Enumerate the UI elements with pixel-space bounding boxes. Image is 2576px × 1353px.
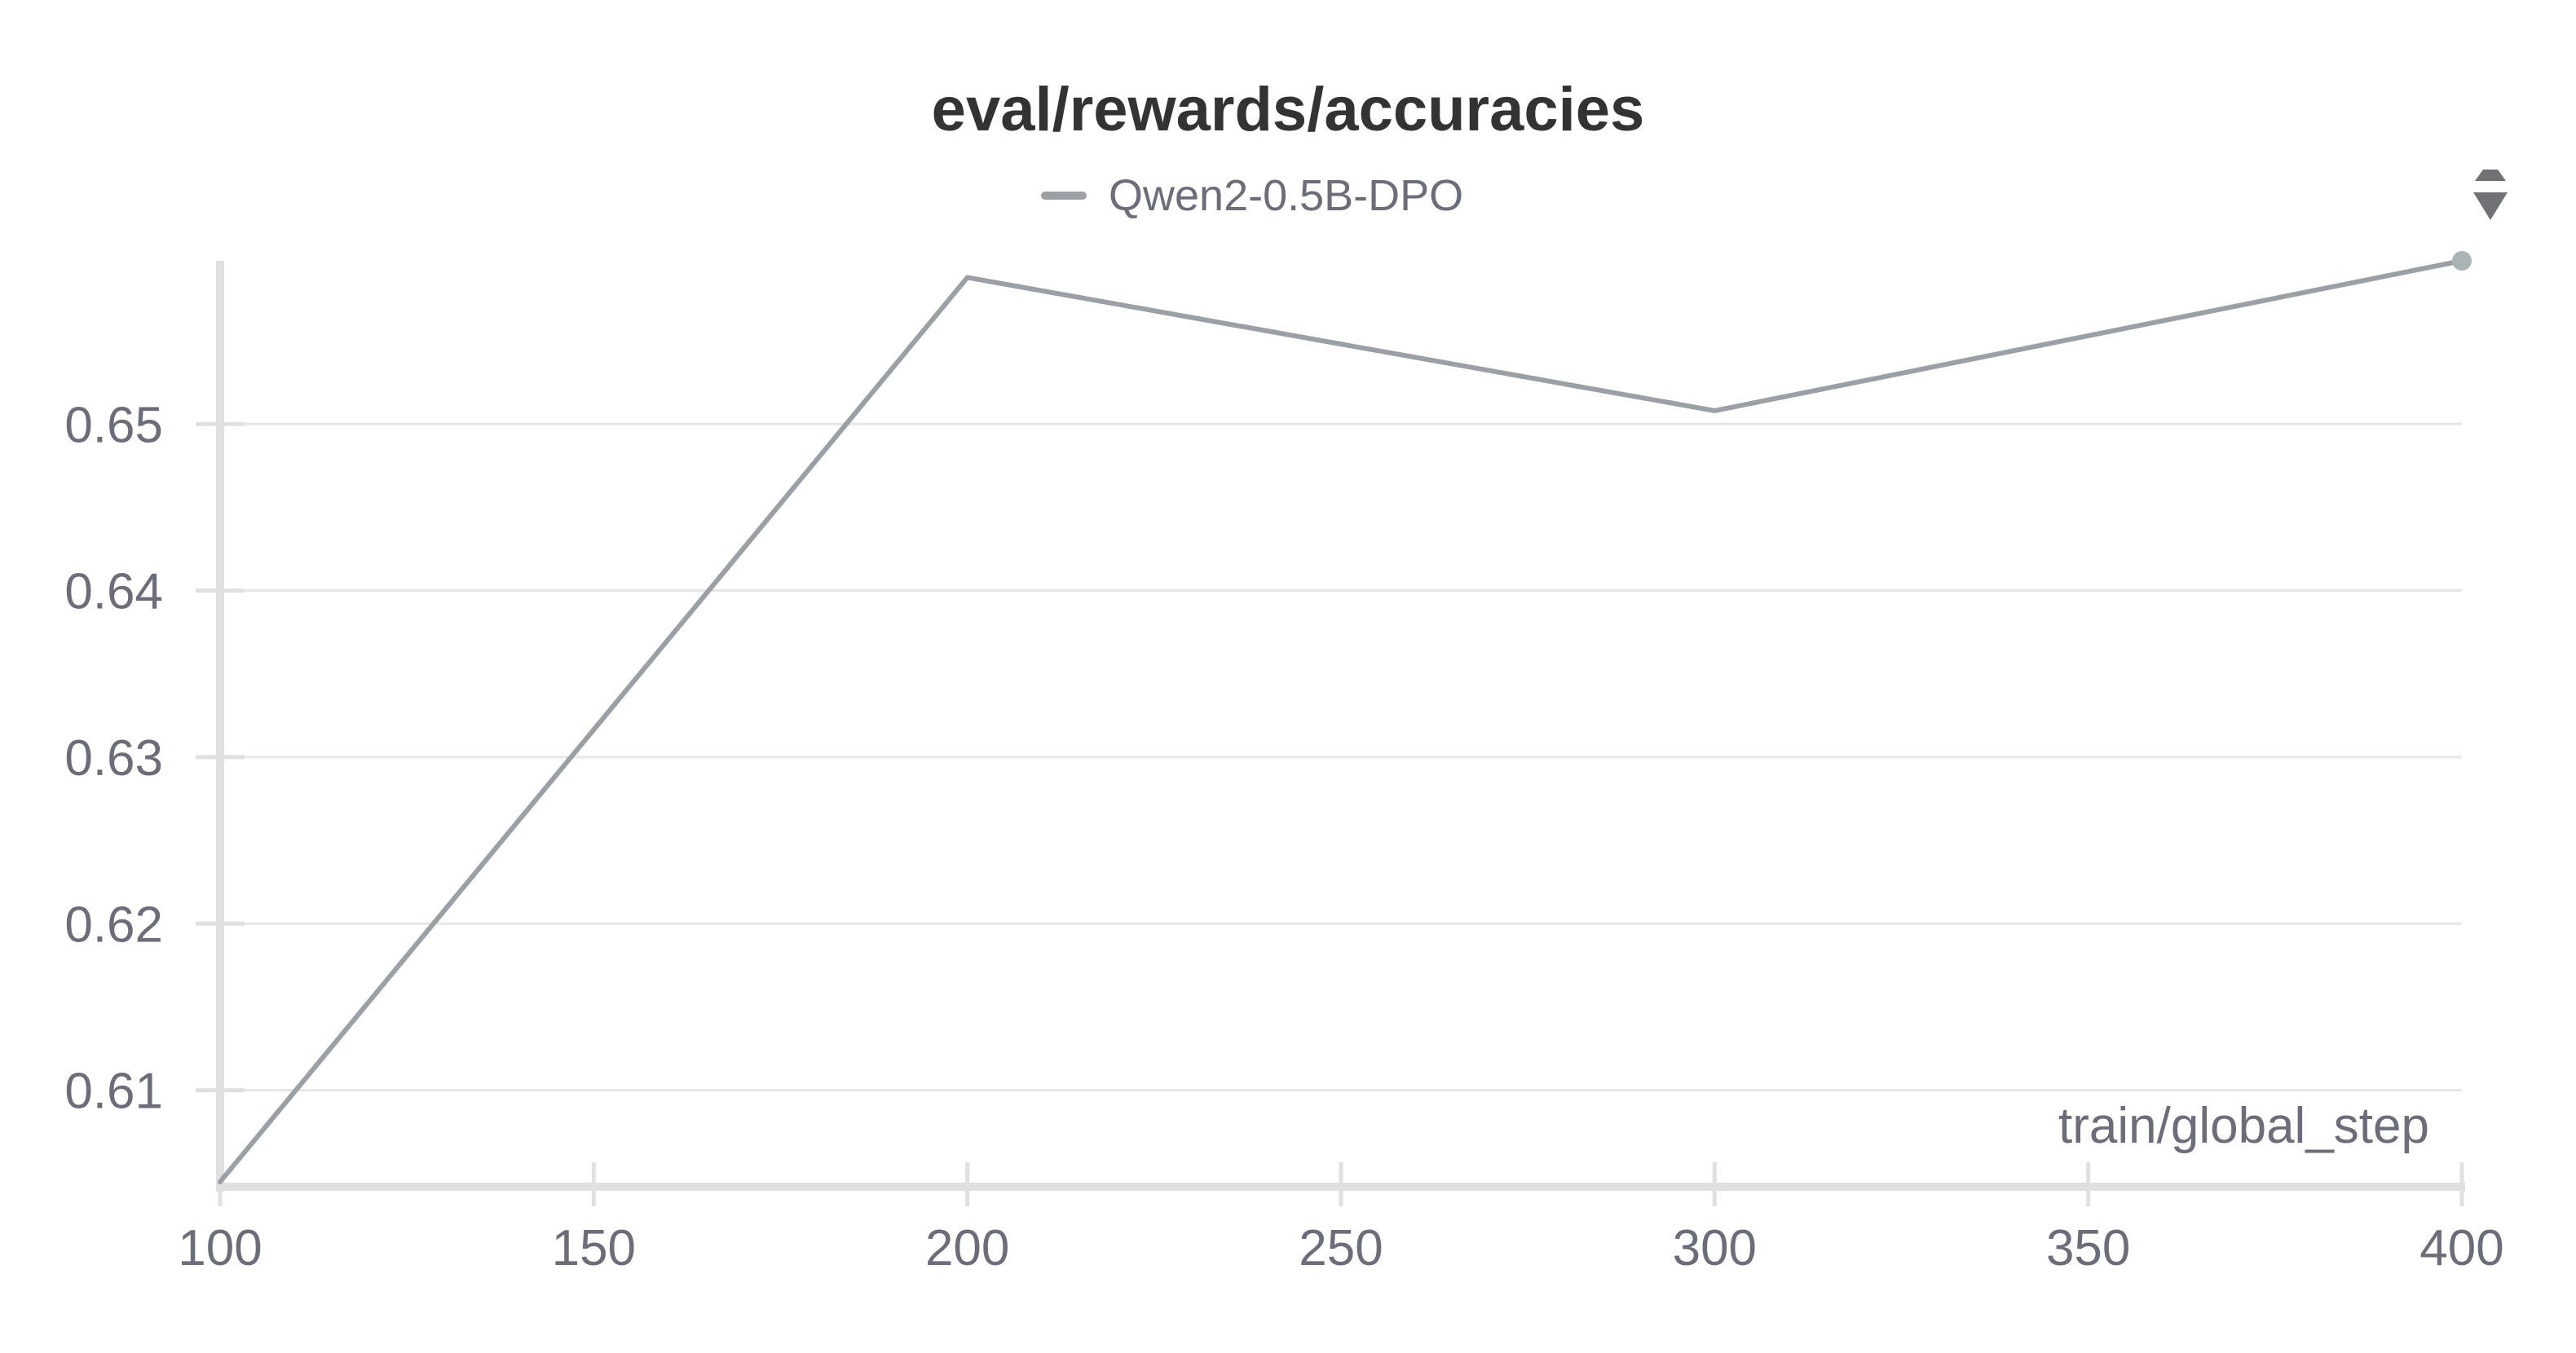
x-axis-title: train/global_step xyxy=(2058,1098,2429,1154)
x-tick-label: 300 xyxy=(1673,1220,1757,1276)
y-tick-label: 0.65 xyxy=(64,397,163,453)
x-tick-label: 150 xyxy=(552,1220,636,1276)
handle-up-shape[interactable] xyxy=(2475,170,2506,181)
series-line xyxy=(218,258,2464,1184)
drag-handle-icon[interactable] xyxy=(2473,170,2508,220)
chart-title: eval/rewards/accuracies xyxy=(932,75,1645,144)
series-end-point xyxy=(2452,251,2472,271)
y-tick-label: 0.61 xyxy=(64,1064,163,1120)
x-tick-label: 200 xyxy=(925,1220,1009,1276)
grid xyxy=(196,421,2462,1093)
legend-label: Qwen2-0.5B-DPO xyxy=(1109,171,1463,220)
x-tick-label: 400 xyxy=(2419,1220,2503,1276)
axes xyxy=(216,261,2465,1206)
x-tick-labels: 100 150 200 250 300 350 400 xyxy=(178,1220,2503,1276)
series-layer xyxy=(218,251,2472,1184)
legend: Qwen2-0.5B-DPO xyxy=(1041,171,1463,220)
handle-down-shape[interactable] xyxy=(2473,192,2508,220)
x-tick-label: 350 xyxy=(2046,1220,2130,1276)
x-tick-label: 100 xyxy=(178,1220,262,1276)
y-tick-label: 0.63 xyxy=(64,730,163,787)
y-tick-label: 0.62 xyxy=(64,897,163,953)
x-tick-label: 250 xyxy=(1299,1220,1383,1276)
y-tick-label: 0.64 xyxy=(64,564,163,620)
y-tick-labels: 0.61 0.62 0.63 0.64 0.65 xyxy=(64,397,163,1119)
